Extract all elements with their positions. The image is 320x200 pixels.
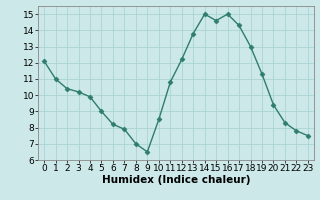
X-axis label: Humidex (Indice chaleur): Humidex (Indice chaleur): [102, 175, 250, 185]
